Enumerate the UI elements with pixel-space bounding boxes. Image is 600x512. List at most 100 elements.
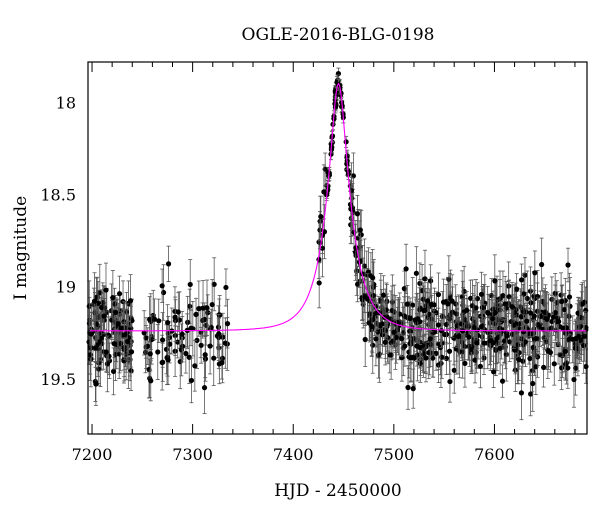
- data-point: [390, 338, 396, 344]
- data-point: [388, 352, 394, 358]
- data-point: [530, 344, 536, 350]
- data-point: [520, 329, 527, 335]
- data-point: [88, 345, 94, 351]
- data-point: [421, 351, 427, 357]
- data-point: [369, 317, 376, 323]
- data-point: [479, 304, 485, 311]
- data-point: [427, 336, 433, 342]
- data-point: [354, 281, 361, 287]
- data-point: [188, 325, 194, 331]
- x-tick-label: 7200: [72, 445, 113, 464]
- data-point: [354, 211, 361, 217]
- y-tick-label: 18.5: [40, 186, 76, 205]
- data-point: [156, 318, 162, 324]
- data-point: [469, 303, 476, 309]
- data-point: [155, 349, 161, 355]
- data-point: [93, 381, 99, 387]
- data-point: [518, 390, 525, 396]
- data-point: [205, 310, 211, 316]
- data-point: [211, 281, 217, 287]
- data-point: [492, 278, 498, 284]
- data-point: [319, 245, 325, 251]
- data-point: [193, 311, 199, 318]
- data-point: [410, 386, 416, 392]
- data-point: [413, 270, 419, 276]
- data-point: [518, 277, 525, 283]
- data-point: [550, 314, 557, 320]
- data-point: [449, 298, 455, 304]
- data-point: [581, 342, 587, 349]
- data-point: [468, 295, 474, 301]
- data-point: [422, 307, 428, 313]
- data-point: [548, 325, 555, 331]
- data-point: [370, 292, 376, 299]
- data-point: [532, 270, 538, 276]
- data-point: [466, 334, 472, 340]
- data-point: [551, 361, 557, 367]
- data-point: [577, 314, 583, 321]
- data-point: [147, 316, 153, 322]
- data-point: [187, 281, 193, 288]
- data-point: [535, 294, 541, 300]
- data-point: [121, 319, 127, 325]
- data-point: [438, 360, 444, 367]
- data-point: [559, 298, 565, 305]
- data-point: [316, 280, 322, 286]
- data-point: [343, 139, 349, 145]
- data-point: [481, 340, 487, 346]
- data-point: [478, 291, 485, 297]
- data-point: [129, 318, 135, 324]
- data-point: [516, 350, 522, 356]
- data-point: [439, 354, 445, 360]
- data-point: [453, 311, 460, 317]
- data-point: [160, 359, 166, 365]
- data-point: [116, 291, 123, 297]
- data-point: [201, 385, 208, 391]
- y-tick-label: 19: [56, 278, 76, 297]
- data-point: [101, 313, 107, 319]
- data-point: [533, 336, 539, 342]
- data-point: [501, 338, 508, 344]
- data-point: [428, 341, 434, 348]
- data-point: [194, 337, 200, 343]
- data-point: [401, 286, 407, 292]
- data-point: [145, 343, 151, 349]
- data-point: [535, 322, 541, 328]
- data-point: [207, 343, 213, 349]
- data-point: [165, 319, 171, 326]
- data-point: [442, 331, 448, 338]
- data-point: [447, 378, 453, 385]
- data-point: [474, 340, 480, 346]
- data-point: [209, 301, 215, 308]
- data-point: [451, 335, 457, 341]
- data-point: [407, 315, 413, 322]
- data-point: [566, 294, 573, 300]
- data-point: [571, 376, 577, 383]
- data-point: [151, 316, 158, 322]
- data-point: [458, 321, 465, 327]
- data-point: [104, 361, 110, 367]
- data-point: [202, 352, 208, 358]
- data-point: [417, 360, 423, 367]
- data-point: [402, 343, 408, 349]
- data-point: [537, 313, 544, 320]
- data-point: [103, 287, 109, 293]
- data-point: [412, 317, 418, 323]
- data-point: [411, 336, 417, 342]
- data-point: [530, 380, 536, 387]
- data-point: [211, 355, 217, 361]
- data-point: [175, 309, 181, 315]
- data-point: [561, 306, 568, 313]
- x-tick-label: 7500: [373, 445, 414, 464]
- data-point: [373, 336, 379, 342]
- data-point: [497, 345, 503, 351]
- data-point: [511, 322, 517, 328]
- data-point: [581, 333, 588, 339]
- data-point: [367, 311, 373, 317]
- data-point: [422, 276, 428, 282]
- data-point: [446, 348, 453, 354]
- data-point: [159, 283, 165, 289]
- data-point: [148, 378, 154, 384]
- data-point: [516, 357, 522, 363]
- data-point: [389, 307, 395, 314]
